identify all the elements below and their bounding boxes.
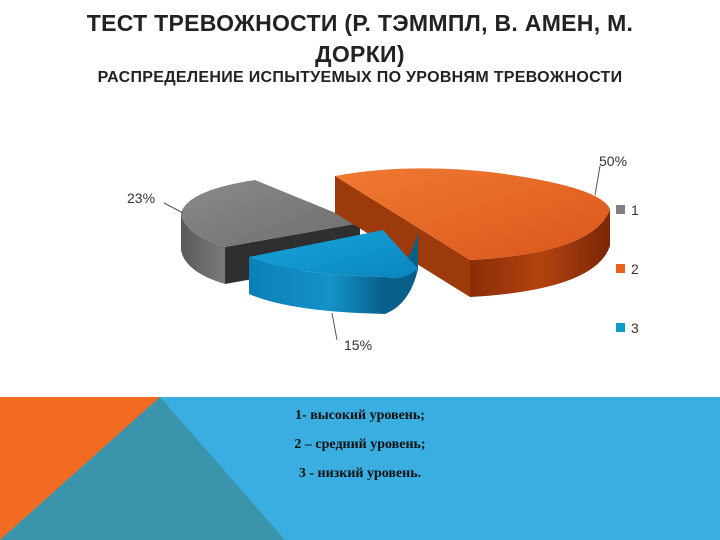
legend-swatch-1 — [616, 205, 625, 214]
legend-label-3: 3 — [631, 320, 639, 336]
legend-swatch-2 — [616, 264, 625, 273]
data-label-1: 23% — [127, 190, 155, 206]
data-label-2: 50% — [599, 153, 627, 169]
legend-label-1: 1 — [631, 202, 639, 218]
slide-title: ТЕСТ ТРЕВОЖНОСТИ (Р. ТЭММПЛ, В. АМЕН, М.… — [86, 10, 634, 67]
leader-line-2 — [594, 165, 601, 196]
slide-subtitle: РАСПРЕДЕЛЕНИЕ ИСПЫТУЕМЫХ ПО УРОВНЯМ ТРЕВ… — [97, 69, 623, 86]
note-line-3: 3 - низкий уровень. — [298, 466, 422, 481]
legend: 1 2 3 — [616, 202, 639, 336]
legend-notes: 1- высокий уровень; 2 – средний уровень;… — [200, 401, 520, 488]
pie-slice-3 — [249, 230, 418, 314]
leader-line-3 — [331, 312, 338, 341]
note-line-2: 2 – средний уровень; — [294, 437, 426, 452]
note-line-1: 1- высокий уровень; — [295, 408, 425, 423]
legend-label-2: 2 — [631, 261, 639, 277]
decorative-band — [0, 397, 720, 540]
leader-line-1 — [163, 202, 184, 214]
pie-chart: 23% 50% 15% 1 2 3 — [127, 153, 639, 353]
legend-swatch-3 — [616, 323, 625, 332]
data-label-3: 15% — [344, 337, 372, 353]
pie-slice-2 — [335, 168, 610, 297]
